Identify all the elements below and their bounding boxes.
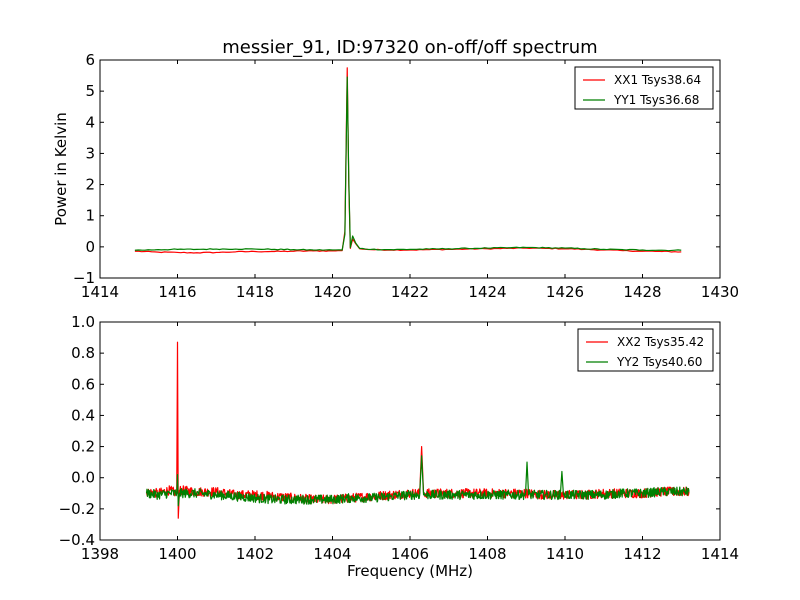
- legend-label: XX1 Tsys38.64: [614, 73, 701, 87]
- chart-panel-2: 1398 1400 1402 1404 1406 1408 1410 1412 1414 −0.4…: [59, 313, 740, 580]
- y-tick-label: −1: [73, 269, 95, 287]
- y-tick-label: −0.2: [59, 500, 95, 518]
- x-tick-label: 1428: [623, 283, 661, 301]
- x-tick-label: 1398: [81, 545, 119, 563]
- x-tick-label: 1418: [236, 283, 274, 301]
- x-tick-label: 1420: [313, 283, 351, 301]
- x-tick-label: 1412: [623, 545, 661, 563]
- legend-box: [577, 328, 714, 372]
- chart-title: messier_91, ID:97320 on-off/off spectrum: [222, 37, 597, 58]
- x-tick-label: 1414: [81, 283, 119, 301]
- y-tick-label: 5: [85, 82, 95, 100]
- x-tick-label: 1422: [391, 283, 429, 301]
- legend-label: XX2 Tsys35.42: [617, 335, 704, 349]
- x-tick-label: 1416: [158, 283, 196, 301]
- x-tick-label: 1426: [546, 283, 584, 301]
- x-tick-label: 1400: [158, 545, 196, 563]
- x-axis-label: Frequency (MHz): [347, 562, 473, 580]
- y-tick-label: 0: [85, 238, 95, 256]
- y-axis-label: Power in Kelvin: [52, 112, 70, 226]
- y-tick-label: 0.8: [71, 344, 95, 362]
- x-tick-label: 1408: [468, 545, 506, 563]
- y-tick-label: 0.4: [71, 406, 95, 424]
- y-tick-label: 4: [85, 113, 95, 131]
- y-tick-label: 0.0: [71, 469, 95, 487]
- x-tick-label: 1410: [546, 545, 584, 563]
- y-tick-label: 3: [85, 144, 95, 162]
- x-tick-label: 1402: [236, 545, 274, 563]
- y-tick-label: 0.2: [71, 438, 95, 456]
- y-tick-label: −0.4: [59, 531, 95, 549]
- x-tick-label: 1424: [468, 283, 506, 301]
- chart-panel-1: 1414 1416 1418 1420 1422 1424 1426 1428 1430−101…: [52, 51, 739, 301]
- y-tick-label: 1.0: [71, 313, 95, 331]
- x-tick-label: 1430: [701, 283, 739, 301]
- y-tick-label: 1: [85, 207, 95, 225]
- y-tick-label: 6: [85, 51, 95, 69]
- series-line-2: [145, 455, 690, 507]
- x-tick-label: 1404: [313, 545, 351, 563]
- x-tick-label: 1414: [701, 545, 739, 563]
- y-tick-label: 2: [85, 176, 95, 194]
- series-line-2: [134, 76, 682, 252]
- legend-box: [574, 66, 714, 110]
- y-tick-label: 0.6: [71, 375, 95, 393]
- x-tick-label: 1406: [391, 545, 429, 563]
- legend-label: YY1 Tsys36.68: [613, 93, 699, 107]
- legend-label: YY2 Tsys40.60: [616, 355, 702, 369]
